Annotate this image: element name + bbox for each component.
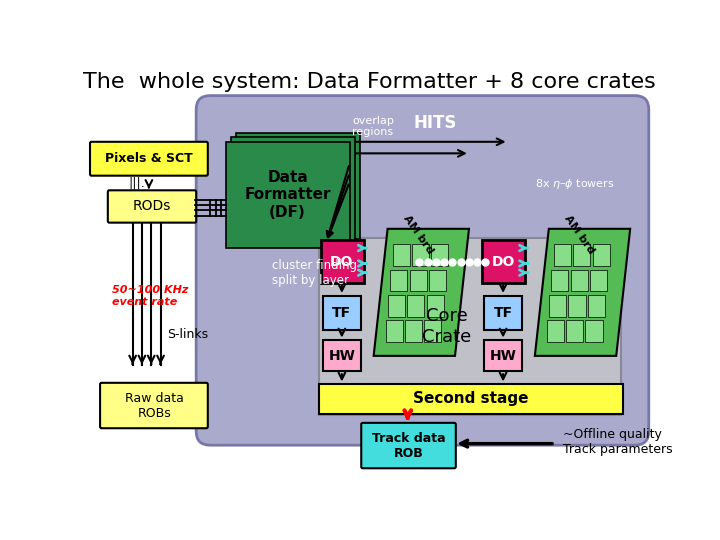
Bar (573, 244, 590, 266)
FancyBboxPatch shape (196, 96, 649, 445)
Text: overlap
regions: overlap regions (352, 116, 394, 137)
Text: Pixels & SCT: Pixels & SCT (105, 152, 193, 165)
Bar (546, 320, 564, 342)
Bar (225, 142, 350, 248)
Bar (408, 295, 424, 316)
Text: Data
Formatter
(DF): Data Formatter (DF) (244, 170, 331, 220)
Bar (566, 320, 583, 342)
FancyBboxPatch shape (108, 190, 196, 222)
Bar (549, 295, 566, 316)
Polygon shape (374, 229, 469, 356)
Text: AM brd: AM brd (563, 214, 597, 256)
Bar (323, 296, 361, 330)
Text: TF: TF (333, 306, 351, 320)
Bar (236, 132, 361, 239)
Text: AM brd: AM brd (402, 214, 436, 256)
Bar (552, 269, 569, 291)
Bar (554, 244, 571, 266)
Bar (484, 340, 523, 372)
Text: DO: DO (491, 255, 515, 269)
Bar (431, 244, 449, 266)
Bar (385, 320, 402, 342)
Text: DO: DO (330, 255, 354, 269)
Polygon shape (535, 229, 630, 356)
Text: S-links: S-links (168, 328, 209, 341)
Bar (484, 296, 523, 330)
Text: RODs: RODs (132, 199, 171, 213)
Text: HW: HW (328, 349, 355, 363)
Bar (585, 320, 603, 342)
FancyBboxPatch shape (361, 423, 456, 468)
Text: Raw data
ROBs: Raw data ROBs (125, 392, 184, 420)
Bar (424, 320, 441, 342)
Text: HW: HW (490, 349, 516, 363)
Text: Track parameters: Track parameters (563, 443, 672, 456)
Bar (410, 269, 427, 291)
Bar (321, 240, 364, 283)
Bar (412, 244, 429, 266)
Bar (323, 340, 361, 372)
Text: The  whole system: Data Formatter + 8 core crates: The whole system: Data Formatter + 8 cor… (83, 72, 655, 92)
Bar (482, 240, 525, 283)
Bar (388, 295, 405, 316)
Bar (390, 269, 408, 291)
Text: 50~100 KHz
event rate: 50~100 KHz event rate (112, 285, 188, 307)
Bar (427, 295, 444, 316)
Text: ~Offline quality: ~Offline quality (563, 428, 662, 441)
Text: 8x $\eta$–$\phi$ towers: 8x $\eta$–$\phi$ towers (534, 177, 614, 191)
FancyBboxPatch shape (100, 383, 208, 428)
Text: |||.: |||. (128, 176, 145, 189)
Bar (231, 137, 355, 244)
Bar (590, 269, 607, 291)
Bar (405, 320, 422, 342)
Text: Second stage: Second stage (413, 392, 528, 407)
FancyBboxPatch shape (90, 142, 208, 176)
Bar (593, 244, 610, 266)
Text: Core
Crate: Core Crate (422, 307, 471, 346)
Bar (569, 295, 585, 316)
Text: Track data
ROB: Track data ROB (372, 432, 446, 460)
Bar (429, 269, 446, 291)
Bar (392, 244, 410, 266)
Bar (588, 295, 605, 316)
Text: TF: TF (493, 306, 513, 320)
Text: HITS: HITS (414, 113, 457, 132)
Bar (319, 384, 624, 414)
Bar (571, 269, 588, 291)
Text: cluster finding
split by layer: cluster finding split by layer (272, 259, 357, 287)
Bar (319, 238, 621, 415)
